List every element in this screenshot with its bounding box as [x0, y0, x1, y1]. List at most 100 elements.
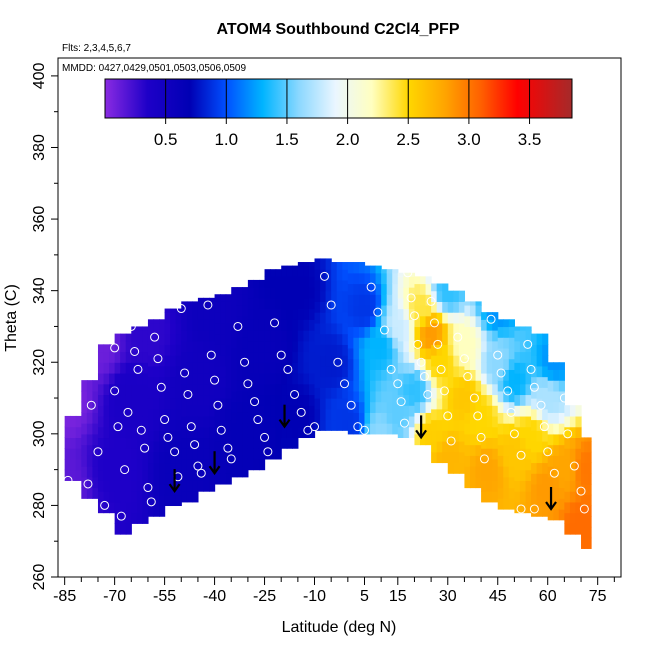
heat-cell [442, 355, 449, 367]
heat-cell [86, 380, 94, 392]
heat-cell [236, 444, 243, 456]
heat-cell [475, 380, 482, 392]
heat-cell [264, 351, 271, 363]
heat-cell [542, 451, 549, 464]
heat-cell [325, 290, 332, 302]
heat-cell [281, 426, 288, 439]
heat-cell [403, 287, 410, 299]
heat-cell [536, 440, 543, 453]
heat-cell [575, 523, 582, 535]
heat-cell [497, 423, 504, 435]
heat-cell [497, 498, 504, 510]
heat-cell [431, 387, 438, 399]
heat-cell [159, 408, 166, 421]
heat-cell [186, 480, 193, 492]
heat-cell [131, 426, 138, 439]
heat-cell [442, 301, 449, 313]
heat-cell [231, 304, 238, 317]
heat-cell [286, 265, 293, 277]
heat-cell [303, 351, 310, 363]
heat-cell [492, 480, 499, 492]
heat-cell [531, 440, 538, 453]
heat-cell [314, 376, 321, 388]
heat-cell [92, 390, 99, 403]
heat-cell [486, 491, 493, 503]
heat-cell [347, 337, 354, 349]
heat-cell [336, 301, 343, 313]
heat-cell [264, 308, 271, 320]
sample-point [439, 386, 449, 396]
heat-cell [253, 448, 260, 460]
heat-cell [587, 440, 592, 453]
heat-cell [584, 440, 589, 453]
heat-cell [86, 401, 94, 413]
heat-cell [136, 372, 143, 385]
heat-cell [431, 355, 438, 367]
sample-point [163, 432, 173, 442]
heat-cell [203, 405, 210, 417]
sample-point [413, 339, 423, 349]
heat-cell [264, 330, 271, 342]
heat-cell [253, 287, 260, 299]
x-tick-label: -85 [53, 588, 76, 605]
heat-cell [575, 415, 582, 428]
heat-cell [408, 383, 416, 396]
heat-cell [497, 358, 504, 370]
heat-cell [258, 415, 266, 428]
heat-cell [308, 372, 316, 385]
heat-cell [86, 412, 94, 424]
heat-cell [186, 469, 193, 481]
heat-cell [247, 415, 255, 428]
heat-cell [458, 301, 466, 313]
heat-cell [531, 473, 538, 485]
heat-cell [292, 437, 299, 449]
heat-cell [292, 362, 299, 374]
heat-cell [97, 383, 105, 396]
heat-cell [458, 451, 466, 464]
heat-cell [258, 330, 266, 342]
heat-cell [531, 355, 538, 367]
heat-cell [531, 451, 538, 464]
heat-cell [114, 437, 121, 449]
heat-cell [492, 351, 499, 363]
heat-cell [475, 304, 482, 317]
heat-cell [375, 272, 382, 285]
heat-cell [297, 265, 305, 277]
y-tick-label: 280 [31, 492, 48, 519]
heat-cell [525, 394, 532, 406]
heat-cell [408, 308, 416, 320]
heat-cell [131, 394, 138, 406]
heat-cell [503, 401, 510, 413]
heat-cell [303, 383, 310, 396]
heat-cell [192, 340, 199, 353]
heat-cell [375, 304, 382, 317]
sample-point [93, 447, 103, 457]
heat-cell [120, 351, 127, 363]
heat-cell [186, 301, 193, 310]
heat-cell [375, 401, 382, 413]
heat-cell [425, 433, 432, 446]
heat-cell [220, 312, 227, 324]
heat-cell [70, 469, 77, 481]
heat-cell [97, 372, 105, 385]
heat-cell [403, 426, 410, 439]
heat-cell [553, 362, 560, 370]
sample-point [153, 354, 163, 364]
heat-cell [447, 344, 454, 356]
heat-cell [336, 312, 343, 324]
heat-cell [320, 258, 327, 270]
heat-cell [325, 333, 332, 345]
heat-cell [297, 262, 305, 267]
heat-cell [70, 448, 77, 460]
heat-cell [414, 369, 421, 381]
heat-cell [325, 376, 332, 388]
heat-cell [125, 333, 132, 342]
heat-cell [431, 301, 438, 313]
colorbar-tick-label: 0.5 [154, 130, 178, 149]
heat-cell [481, 383, 488, 396]
heat-cell [386, 358, 393, 370]
heat-cell [508, 423, 515, 435]
heat-cell [486, 351, 493, 363]
heat-cell [181, 491, 188, 503]
heat-cell [325, 355, 332, 367]
